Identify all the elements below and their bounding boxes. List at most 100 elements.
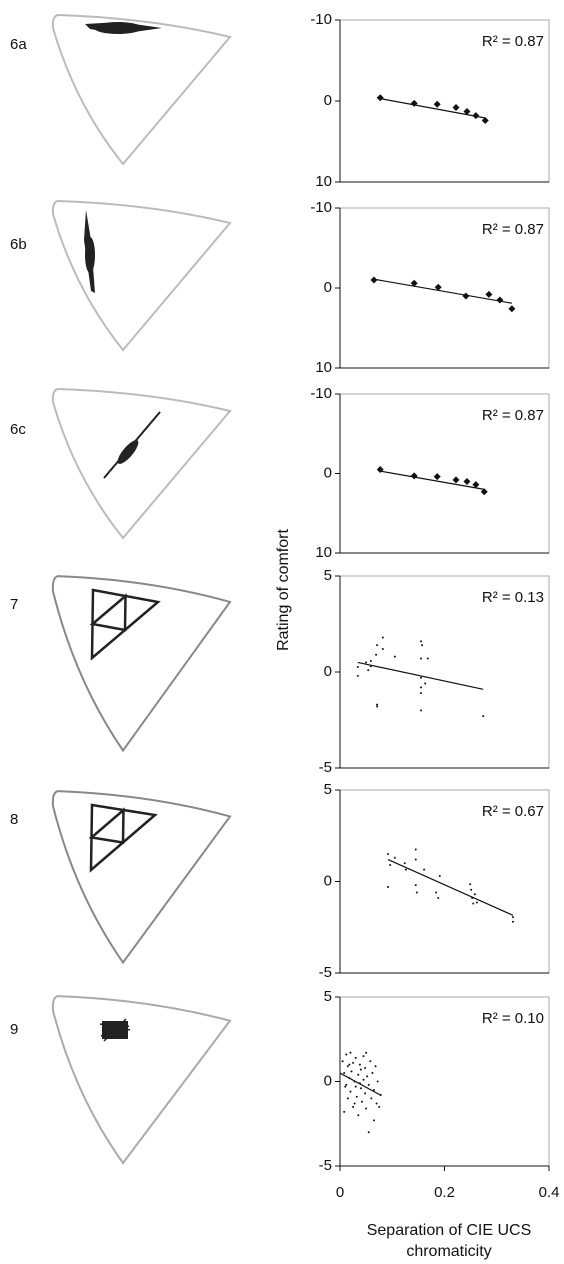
x-tick-label: 0.2	[434, 1184, 455, 1201]
data-point	[346, 1097, 349, 1100]
data-point	[419, 692, 422, 695]
data-point	[376, 703, 379, 706]
data-point	[379, 1094, 382, 1097]
data-point	[452, 476, 460, 484]
data-point	[378, 1105, 381, 1108]
data-point	[472, 902, 475, 905]
panel-label: 6a	[10, 36, 27, 53]
chromaticity-outline	[53, 791, 230, 962]
data-point	[381, 636, 384, 639]
data-point	[343, 1110, 346, 1113]
data-point	[473, 893, 476, 896]
y-tick-label: 0	[324, 1072, 332, 1089]
y-tick-label: 0	[324, 464, 332, 481]
data-point	[403, 862, 406, 865]
data-point	[375, 1102, 378, 1105]
gamut-shape	[99, 1018, 131, 1042]
data-point	[354, 1085, 357, 1088]
data-point	[419, 676, 422, 679]
data-point	[364, 1092, 367, 1095]
data-point	[360, 1100, 363, 1103]
panel-label: 7	[10, 596, 18, 613]
data-point	[353, 1102, 356, 1105]
data-point	[370, 1097, 373, 1100]
y-tick-label: 0	[324, 279, 332, 296]
y-tick-label: 0	[324, 92, 332, 109]
y-tick-label: 0	[324, 663, 332, 680]
data-point	[410, 279, 418, 287]
data-point	[496, 296, 504, 304]
data-point	[404, 868, 407, 871]
y-tick-label: 0	[324, 872, 332, 889]
data-point	[362, 1055, 365, 1058]
y-tick-label: 10	[315, 173, 332, 190]
data-point	[423, 868, 426, 871]
gamut-triangle	[89, 593, 127, 632]
data-point	[348, 1077, 351, 1080]
chromaticity-outline	[53, 996, 230, 1163]
y-tick-label: 5	[324, 988, 332, 1005]
data-point	[511, 920, 514, 923]
data-point	[367, 1131, 370, 1134]
data-point	[381, 647, 384, 650]
data-point	[354, 1056, 357, 1059]
data-point	[345, 1053, 348, 1056]
data-point	[343, 1072, 346, 1075]
y-tick-label: -5	[319, 964, 332, 981]
chromaticity-outline	[53, 389, 230, 538]
data-point	[367, 1083, 370, 1086]
data-point	[389, 864, 392, 867]
gamut-shape	[85, 237, 95, 273]
r-squared-annotation: R² = 0.87	[482, 221, 544, 238]
data-point	[357, 1114, 360, 1117]
data-point	[365, 661, 368, 664]
data-point	[472, 112, 480, 120]
data-point	[359, 1087, 362, 1090]
data-point	[376, 644, 379, 647]
data-point	[452, 103, 460, 111]
data-point	[475, 901, 478, 904]
data-point	[433, 473, 441, 481]
trendline	[373, 278, 513, 304]
panel-label: 9	[10, 1021, 18, 1038]
data-point	[371, 1072, 374, 1075]
gamut-triangle	[88, 807, 125, 844]
data-point	[356, 666, 359, 669]
chromaticity-outline	[53, 576, 230, 750]
r-squared-annotation: R² = 0.13	[482, 589, 544, 606]
data-point	[393, 856, 396, 859]
gamut-shape	[94, 22, 142, 34]
data-point	[387, 885, 390, 888]
data-point	[424, 682, 427, 685]
data-point	[419, 686, 422, 689]
data-point	[433, 100, 441, 108]
panel-label: 6c	[10, 421, 26, 438]
data-point	[352, 1105, 355, 1108]
y-tick-label: 5	[324, 567, 332, 584]
trendline	[387, 858, 514, 916]
data-point	[365, 1051, 368, 1054]
data-point	[348, 1063, 351, 1066]
data-point	[362, 1078, 365, 1081]
data-point	[472, 481, 480, 489]
data-point	[376, 94, 384, 102]
data-point	[414, 858, 417, 861]
data-point	[356, 674, 359, 677]
y-tick-label: 10	[315, 359, 332, 376]
data-point	[463, 477, 471, 485]
panel-label: 8	[10, 811, 18, 828]
data-point	[393, 655, 396, 658]
y-tick-label: -5	[319, 1157, 332, 1174]
data-point	[345, 1083, 348, 1086]
x-tick-label: 0	[336, 1184, 344, 1201]
r-squared-annotation: R² = 0.10	[482, 1010, 544, 1027]
trendline	[380, 97, 486, 119]
data-point	[469, 883, 472, 886]
data-point	[358, 1082, 361, 1085]
data-point	[480, 488, 488, 496]
data-point	[346, 1065, 349, 1068]
x-tick-label: 0.4	[539, 1184, 560, 1201]
r-squared-annotation: R² = 0.67	[482, 803, 544, 820]
data-point	[350, 1070, 353, 1073]
